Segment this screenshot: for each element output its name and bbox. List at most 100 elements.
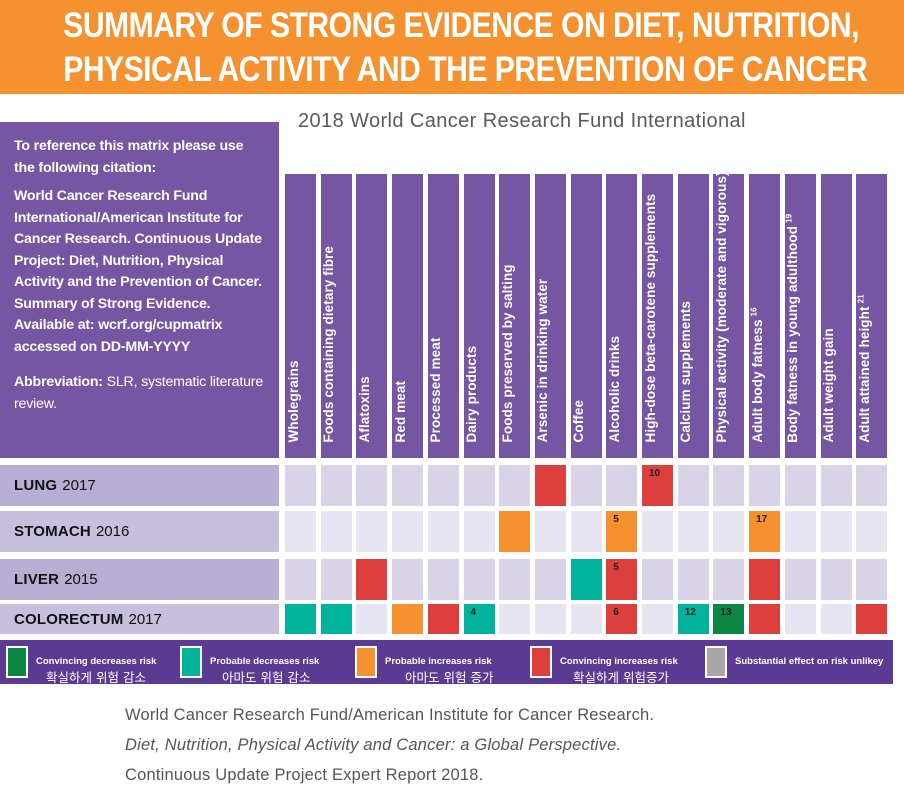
matrix-cell-lung-arsenic-in-drinking-water-convincing-increase [534, 465, 566, 506]
abbreviation-note: Abbreviation: SLR, systematic literature… [14, 372, 267, 415]
legend-swatch [705, 646, 727, 678]
matrix-cell-lung-adult-weight-gain-empty [820, 465, 852, 506]
matrix-cell-stomach-coffee-empty [570, 511, 602, 552]
cancer-year: 2017 [62, 477, 96, 494]
column-label: Foods preserved by salting [500, 264, 515, 442]
column-label: High-dose beta-carotene supplements [643, 194, 658, 443]
column-label: Processed meat [428, 338, 443, 443]
column-header-physical-activity-moderate-and-vigorous: Physical activity (moderate and vigorous… [713, 171, 745, 458]
matrix-cell-colorectum-foods-containing-dietary-fibre-probable-decrease [320, 604, 352, 634]
matrix-cell-liver-adult-weight-gain-empty [820, 559, 852, 600]
matrix-cell-colorectum-foods-preserved-by-salting-empty [499, 604, 531, 634]
legend-swatch [180, 646, 202, 678]
matrix-cell-colorectum-physical-activity-moderate-and-vigorous-convincing-decrease: 13 [713, 604, 745, 634]
matrix-cell-liver-red-meat-empty [392, 559, 424, 600]
matrix-cell-lung-physical-activity-moderate-and-vigorous-empty [713, 465, 745, 506]
column-label: Wholegrains [286, 360, 301, 442]
column-header-arsenic-in-drinking-water: Arsenic in drinking water [534, 174, 566, 458]
matrix-cell-liver-coffee-probable-decrease [570, 559, 602, 600]
title-banner: SUMMARY OF STRONG EVIDENCE ON DIET, NUTR… [0, 0, 904, 94]
matrix-cell-colorectum-adult-body-fatness-convincing-increase [749, 604, 781, 634]
column-header-body-fatness-in-young-adulthood: Body fatness in young adulthood 19 [784, 174, 816, 458]
column-label-text: Red meat [392, 380, 408, 443]
legend-label: Probable increases risk [385, 656, 492, 667]
column-label: Dairy products [464, 346, 479, 443]
row-label-lung: LUNG 2017 [0, 465, 279, 506]
column-label-text: Dairy products [464, 345, 479, 443]
column-footnote: 21 [856, 293, 866, 303]
column-label-text: Foods containing dietary fibre [321, 245, 337, 443]
column-label: Foods containing dietary fibre [321, 246, 336, 443]
column-header-adult-weight-gain: Adult weight gain [820, 174, 852, 458]
reference-line-3: Continuous Update Project Expert Report … [125, 766, 484, 784]
matrix-cell-colorectum-adult-weight-gain-empty [820, 604, 852, 634]
matrix-cell-colorectum-alcoholic-drinks-convincing-increase: 6 [606, 604, 638, 634]
column-header-coffee: Coffee [570, 174, 602, 458]
column-header-aflatoxins: Aflatoxins [356, 174, 388, 458]
matrix-cell-liver-aflatoxins-convincing-increase [356, 559, 388, 600]
row-label-stomach: STOMACH 2016 [0, 511, 279, 552]
column-label-text: High-dose beta-carotene supplements [642, 193, 658, 443]
column-label-text: Body fatness in young adulthood [785, 225, 801, 443]
matrix-cell-colorectum-adult-attained-height-convincing-increase [856, 604, 888, 634]
matrix-cell-stomach-arsenic-in-drinking-water-empty [534, 511, 566, 552]
column-label: Body fatness in young adulthood 19 [785, 213, 801, 442]
matrix-cell-stomach-high-dose-beta-carotene-supplements-empty [642, 511, 673, 552]
column-label: Alcoholic drinks [607, 336, 622, 443]
column-label: Physical activity (moderate and vigorous… [714, 171, 729, 442]
matrix-cell-lung-red-meat-empty [392, 465, 424, 506]
cancer-name: LIVER [14, 571, 60, 588]
matrix-cell-stomach-adult-weight-gain-empty [820, 511, 852, 552]
matrix-cell-liver-alcoholic-drinks-convincing-increase: 5 [606, 559, 638, 600]
matrix-cell-colorectum-calcium-supplements-probable-decrease: 12 [677, 604, 709, 634]
column-label: Arsenic in drinking water [535, 279, 550, 443]
matrix-cell-colorectum-red-meat-probable-increase [392, 604, 424, 634]
legend-label: Substantial effect on risk unlikey [735, 656, 884, 667]
citation-intro: To reference this matrix please use the … [14, 138, 244, 176]
legend-label-korean: 확실하게 위험 감소 [46, 670, 146, 685]
column-label-text: Adult weight gain [821, 328, 836, 443]
matrix-cell-stomach-aflatoxins-empty [356, 511, 388, 552]
matrix-cell-stomach-foods-preserved-by-salting-probable-increase [499, 511, 531, 552]
matrix-cell-lung-foods-preserved-by-salting-empty [499, 465, 531, 506]
matrix-cell-lung-adult-attained-height-empty [856, 465, 888, 506]
matrix-cell-liver-calcium-supplements-empty [677, 559, 709, 600]
abbreviation-text: SLR, systematic literature review. [14, 374, 264, 412]
column-header-dairy-products: Dairy products [463, 174, 495, 458]
matrix-cell-lung-aflatoxins-empty [356, 465, 388, 506]
column-footnote: 16 [749, 306, 759, 316]
matrix-cell-lung-foods-containing-dietary-fibre-empty [320, 465, 352, 506]
column-header-foods-preserved-by-salting: Foods preserved by salting [499, 174, 531, 458]
cancer-name: STOMACH [14, 523, 91, 540]
matrix-cell-stomach-processed-meat-empty [427, 511, 459, 552]
column-label-text: Adult attained height [856, 305, 872, 443]
legend-label-korean: 아마도 위험 감소 [222, 670, 311, 685]
matrix-cell-stomach-adult-attained-height-empty [856, 511, 888, 552]
title-line-1: SUMMARY OF STRONG EVIDENCE ON DIET, NUTR… [63, 6, 859, 45]
matrix-cell-lung-processed-meat-empty [427, 465, 459, 506]
cancer-year: 2015 [64, 571, 98, 588]
matrix-cell-colorectum-aflatoxins-empty [356, 604, 388, 634]
cancer-name: COLORECTUM [14, 610, 124, 628]
column-label-text: Wholegrains [285, 360, 301, 443]
column-label: Coffee [571, 400, 586, 443]
cancer-year: 2017 [128, 610, 162, 628]
matrix-cell-liver-processed-meat-empty [427, 559, 459, 600]
column-label: Adult weight gain [821, 328, 836, 442]
reference-line-2: Diet, Nutrition, Physical Activity and C… [125, 736, 622, 754]
matrix-cell-colorectum-coffee-empty [570, 604, 602, 634]
matrix-cell-liver-foods-containing-dietary-fibre-empty [320, 559, 352, 600]
column-label: Adult attained height 21 [856, 294, 872, 442]
legend-swatch [355, 646, 377, 678]
matrix-cell-stomach-red-meat-empty [392, 511, 424, 552]
matrix-cell-stomach-calcium-supplements-empty [677, 511, 709, 552]
title-line-2: PHYSICAL ACTIVITY AND THE PREVENTION OF … [63, 50, 868, 89]
matrix-cell-colorectum-processed-meat-convincing-increase [427, 604, 459, 634]
matrix-cell-lung-coffee-empty [570, 465, 602, 506]
matrix-cell-liver-foods-preserved-by-salting-empty [499, 559, 531, 600]
reference-line-1: World Cancer Research Fund/American Inst… [125, 706, 655, 724]
matrix-cell-liver-arsenic-in-drinking-water-empty [534, 559, 566, 600]
matrix-cell-liver-body-fatness-in-young-adulthood-empty [784, 559, 816, 600]
matrix-cell-stomach-dairy-products-empty [463, 511, 495, 552]
legend-label: Convincing decreases risk [36, 656, 157, 667]
